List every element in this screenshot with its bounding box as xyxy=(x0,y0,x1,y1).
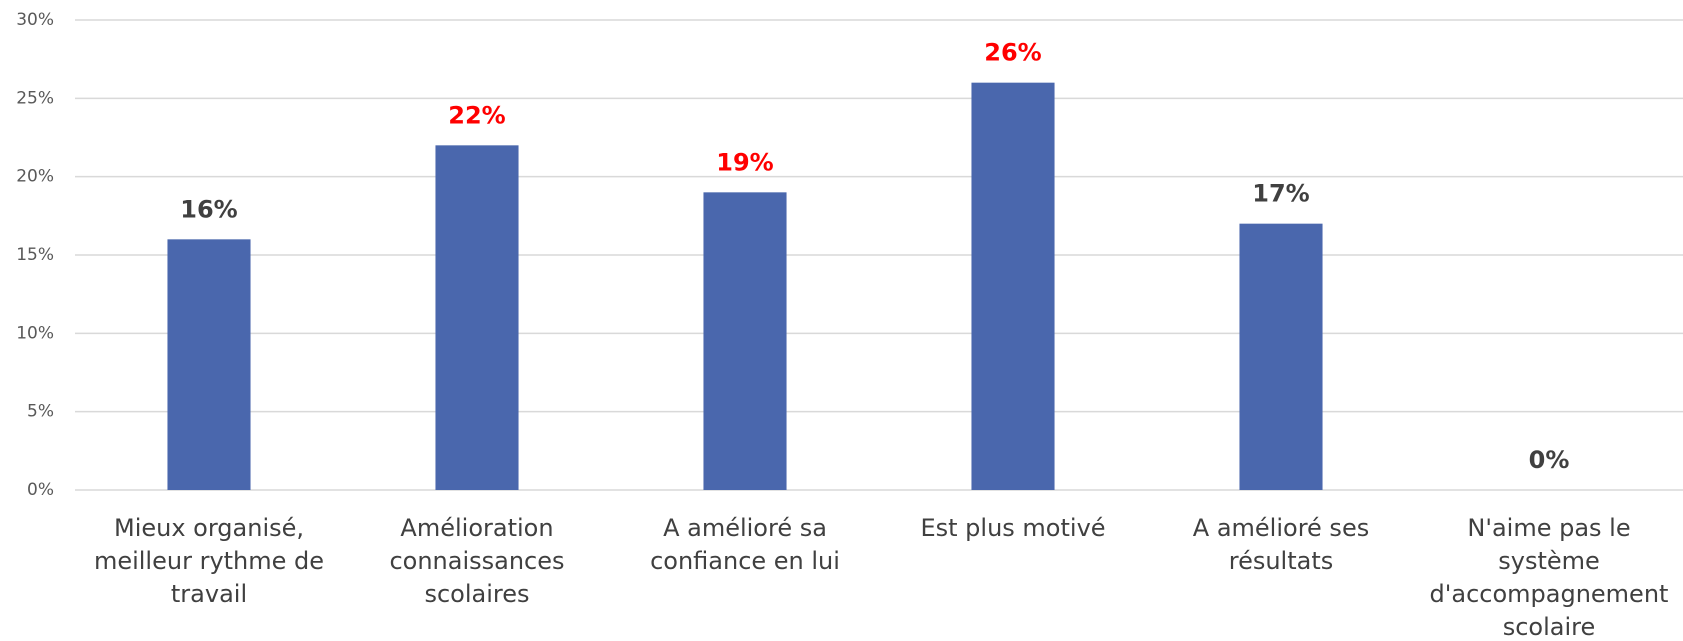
y-tick-label: 25% xyxy=(16,88,54,108)
y-tick-label: 0% xyxy=(27,480,54,500)
x-tick-label: Amélioration connaissances scolaires xyxy=(389,514,564,608)
x-tick-label: N'aime pas le système d'accompagnement scol… xyxy=(1430,514,1669,641)
y-tick-label: 15% xyxy=(16,245,54,265)
bar xyxy=(435,145,519,491)
bar xyxy=(1239,223,1323,490)
x-tick-label: A amélioré sa confiance en lui xyxy=(650,514,840,575)
data-label: 26% xyxy=(984,39,1041,67)
data-label: 17% xyxy=(1252,180,1309,208)
bar xyxy=(703,192,787,491)
y-tick-label: 10% xyxy=(16,323,54,343)
bar xyxy=(971,82,1055,491)
x-tick-label: Est plus motivé xyxy=(920,514,1105,542)
y-tick-label: 5% xyxy=(27,402,54,422)
data-label: 16% xyxy=(180,195,237,223)
y-tick-label: 20% xyxy=(16,167,54,187)
bar xyxy=(167,239,251,490)
x-tick-label: A amélioré ses résultats xyxy=(1193,514,1369,575)
data-label: 19% xyxy=(716,148,773,176)
data-label: 0% xyxy=(1529,446,1570,474)
y-tick-label: 30% xyxy=(16,10,54,30)
data-label: 22% xyxy=(448,101,505,129)
x-tick-label: Mieux organisé, meilleur rythme de travail xyxy=(94,514,324,608)
